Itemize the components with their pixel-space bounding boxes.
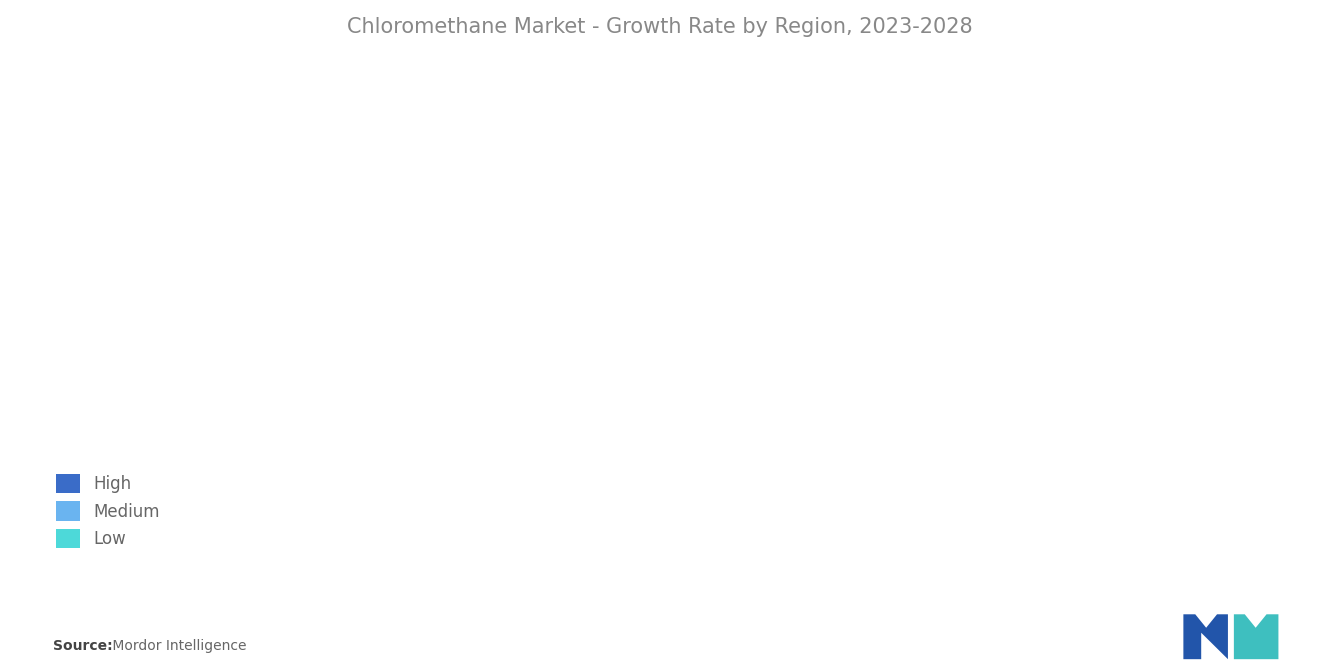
Text: Source:: Source: <box>53 639 112 654</box>
Polygon shape <box>1184 614 1228 659</box>
Legend: High, Medium, Low: High, Medium, Low <box>48 465 168 557</box>
Text: Chloromethane Market - Growth Rate by Region, 2023-2028: Chloromethane Market - Growth Rate by Re… <box>347 17 973 37</box>
Polygon shape <box>1234 614 1278 659</box>
Text: Mordor Intelligence: Mordor Intelligence <box>108 639 247 654</box>
